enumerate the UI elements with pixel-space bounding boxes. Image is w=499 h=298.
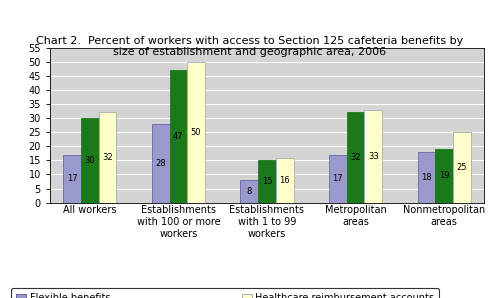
Bar — [63, 155, 81, 203]
Text: 8: 8 — [247, 187, 252, 196]
Bar — [347, 112, 364, 203]
Bar — [187, 62, 205, 203]
Text: 17: 17 — [67, 174, 77, 183]
Text: 25: 25 — [457, 163, 467, 172]
Bar — [241, 180, 258, 203]
Bar — [364, 110, 382, 203]
Bar — [99, 112, 116, 203]
Bar — [81, 118, 99, 203]
Bar — [170, 70, 187, 203]
Text: 32: 32 — [350, 153, 361, 162]
Bar — [152, 124, 170, 203]
Text: 33: 33 — [368, 152, 379, 161]
Text: Chart 2.  Percent of workers with access to Section 125 cafeteria benefits by
si: Chart 2. Percent of workers with access … — [36, 36, 463, 57]
Bar — [329, 155, 347, 203]
Bar — [453, 132, 471, 203]
Text: 50: 50 — [191, 128, 201, 137]
Text: 32: 32 — [102, 153, 113, 162]
Text: 16: 16 — [279, 176, 290, 184]
Text: 47: 47 — [173, 132, 184, 141]
Bar — [435, 149, 453, 203]
Text: 15: 15 — [261, 177, 272, 186]
Text: 30: 30 — [84, 156, 95, 165]
Legend: Flexible benefits, Dependent care reimbursement accounts, Healthcare reimburseme: Flexible benefits, Dependent care reimbu… — [11, 288, 439, 298]
Text: 19: 19 — [439, 171, 450, 180]
Text: 17: 17 — [332, 174, 343, 183]
Text: 18: 18 — [421, 173, 432, 182]
Text: 28: 28 — [155, 159, 166, 168]
Bar — [418, 152, 435, 203]
Bar — [258, 160, 276, 203]
Bar — [276, 158, 293, 203]
